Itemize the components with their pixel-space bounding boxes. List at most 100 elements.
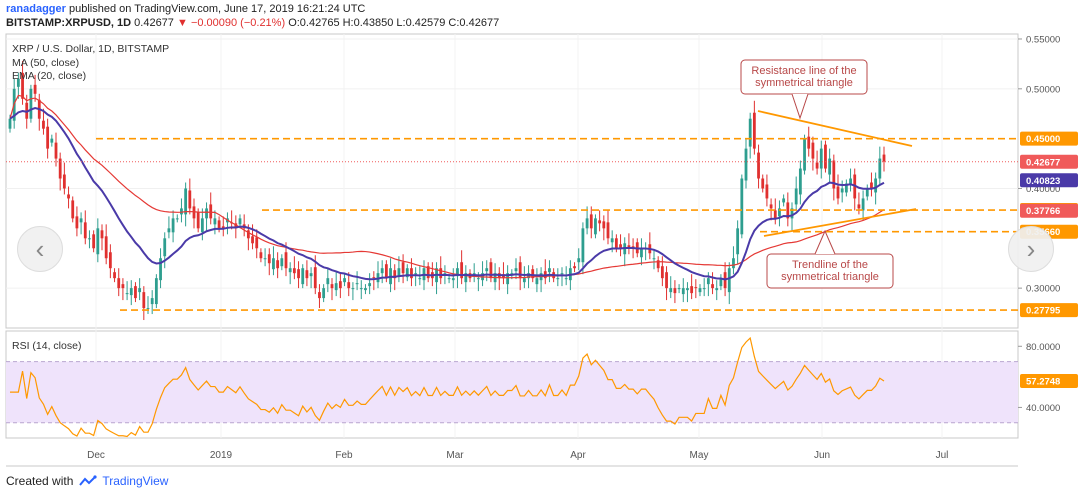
candle-body <box>184 188 188 215</box>
candle-body <box>343 278 346 283</box>
candle-body <box>205 208 208 219</box>
price-tag <box>1020 173 1078 188</box>
candle-body <box>619 244 622 249</box>
candle-body <box>861 198 865 211</box>
author-link[interactable]: ranadagger <box>6 3 66 15</box>
candle-body <box>171 218 175 233</box>
candle-body <box>602 221 606 229</box>
candle-body <box>610 238 614 243</box>
candle-body <box>410 268 413 279</box>
candle-body <box>773 210 777 219</box>
candle-body <box>125 293 129 295</box>
candle-body <box>108 252 112 269</box>
candle-body <box>200 218 204 233</box>
candle-body <box>828 158 832 175</box>
candle-body <box>29 88 33 119</box>
candle-body <box>213 218 217 225</box>
candle-body <box>259 252 263 259</box>
candle-body <box>83 222 87 239</box>
candle-body <box>719 278 723 287</box>
support-callout-pointer <box>814 229 836 255</box>
price-level-tag <box>1020 131 1078 146</box>
candle-body <box>142 292 146 309</box>
candle-body <box>54 142 58 159</box>
candle-body <box>522 278 526 283</box>
candle-body <box>113 272 116 279</box>
candle-body <box>121 284 125 289</box>
support-callout-text: symmetrical triangle <box>781 271 879 283</box>
time-tick-label: Dec <box>87 450 105 461</box>
price-tick-label: 0.50000 <box>1026 84 1060 95</box>
candle-body <box>514 268 518 272</box>
price-tag-label: 0.40823 <box>1026 176 1060 187</box>
candle-body <box>46 126 50 149</box>
candle-body <box>209 204 213 219</box>
candle-body <box>740 178 744 235</box>
candle-body <box>96 228 100 255</box>
candle-body <box>79 218 83 223</box>
candle-body <box>548 268 551 273</box>
candle-body <box>656 260 660 269</box>
candle-body <box>196 212 200 229</box>
candle-body <box>815 162 819 169</box>
candle-body <box>811 142 815 159</box>
chevron-right-icon[interactable]: › <box>1008 226 1054 272</box>
candle-body <box>878 158 882 179</box>
rsi-band <box>6 361 1018 423</box>
candle-body <box>364 288 367 291</box>
candle-body <box>640 248 643 258</box>
candle-body <box>42 120 45 129</box>
candle-body <box>627 245 631 249</box>
candle-body <box>351 288 355 290</box>
candle-body <box>234 223 238 229</box>
candle-body <box>702 288 706 290</box>
tradingview-link[interactable]: TradingView <box>102 474 169 488</box>
candle-body <box>75 216 79 229</box>
candle-body <box>594 218 597 235</box>
candle-body <box>92 234 96 249</box>
candle-body <box>706 278 710 285</box>
candle-body <box>88 238 91 240</box>
candle-body <box>832 160 836 189</box>
price-change: −0.00090 (−0.21%) <box>190 17 286 29</box>
price-tick-label: 0.40000 <box>1026 184 1060 195</box>
support-trendline <box>763 208 917 237</box>
candle-body <box>284 252 288 269</box>
candle-body <box>326 278 330 285</box>
candle-body <box>62 174 66 189</box>
candle-body <box>798 168 802 195</box>
candle-body <box>175 218 179 220</box>
candle-body <box>180 208 183 215</box>
candle-body <box>414 273 418 275</box>
rsi-last-label: 57.2748 <box>1026 377 1060 388</box>
candle-body <box>652 258 656 260</box>
candle-body <box>790 208 794 219</box>
candle-body <box>405 268 409 278</box>
chevron-left-icon[interactable]: ‹ <box>17 226 63 272</box>
candle-body <box>380 268 384 274</box>
candle-body <box>736 228 740 255</box>
candle-body <box>577 258 581 263</box>
candle-body <box>761 178 765 189</box>
candle-body <box>246 230 250 239</box>
candle-body <box>865 188 869 197</box>
candle-body <box>104 236 108 259</box>
rsi-tick-label: 40.0000 <box>1026 403 1060 414</box>
candle-body <box>803 138 806 171</box>
candle-body <box>807 136 811 149</box>
candle-body <box>489 262 493 279</box>
candle-body <box>836 186 840 199</box>
candle-body <box>464 273 468 283</box>
candle-body <box>338 281 342 289</box>
candle-body <box>614 238 618 249</box>
rsi-tick-label: 80.0000 <box>1026 342 1060 353</box>
candle-body <box>535 278 539 285</box>
candle-body <box>418 278 422 280</box>
ohlc-values: O:0.42765 H:0.43850 L:0.42579 C:0.42677 <box>288 17 500 29</box>
candle-body <box>485 268 489 272</box>
rsi-line <box>10 336 885 438</box>
candle-body <box>238 218 242 225</box>
candle-body <box>531 269 535 279</box>
